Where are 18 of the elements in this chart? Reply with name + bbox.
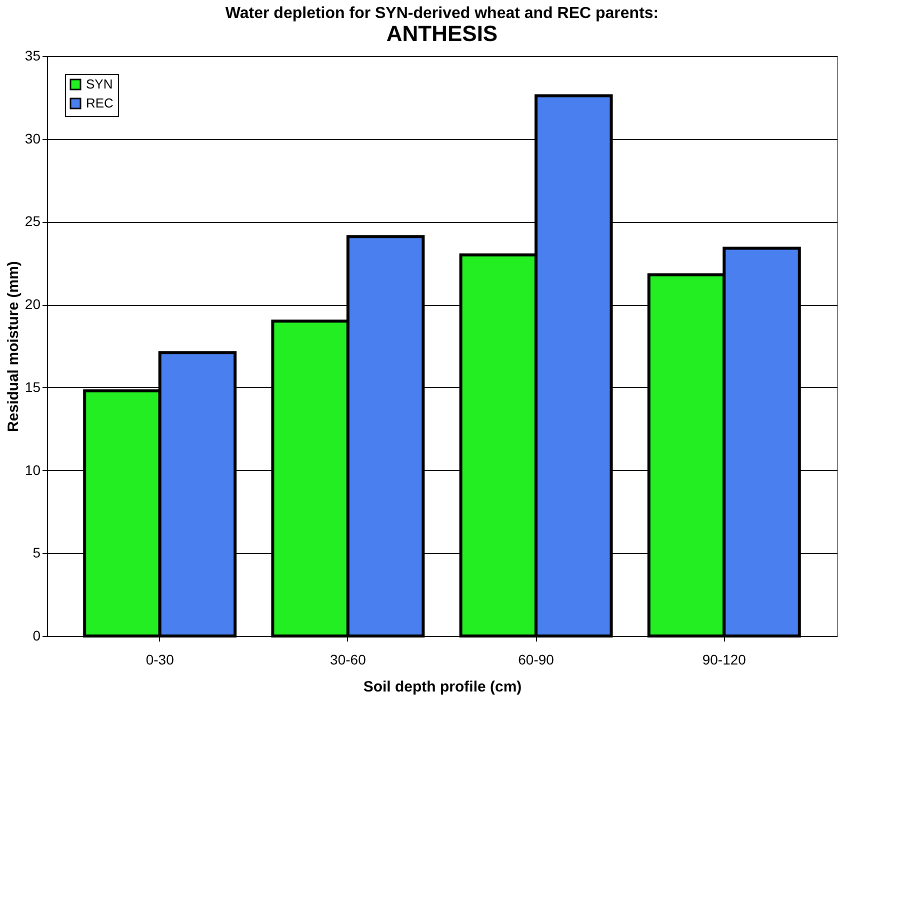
- y-axis-title: Residual moisture (mm): [4, 261, 22, 432]
- y-tick-label: 35: [24, 48, 41, 64]
- y-tick-label: 25: [24, 213, 41, 230]
- y-tick-label: 15: [24, 378, 41, 395]
- x-tick-label: 60-90: [518, 652, 554, 668]
- x-tick-label: 90-120: [702, 652, 746, 668]
- x-axis-title: Soil depth profile (cm): [363, 678, 522, 696]
- y-tick-label: 5: [32, 544, 41, 561]
- chart-subtitle: ANTHESIS: [386, 21, 498, 46]
- x-tick-label: 30-60: [330, 652, 366, 668]
- y-tick-label: 0: [32, 628, 41, 644]
- y-tick-label: 30: [24, 130, 41, 146]
- legend-label: REC: [86, 96, 114, 110]
- y-tick-label: 10: [24, 462, 41, 478]
- x-tick-label: 0-30: [146, 652, 174, 668]
- chart-title: Water depletion for SYN-derived wheat and REC parents:: [225, 5, 659, 22]
- legend-label: SYN: [86, 76, 113, 92]
- y-tick-label: 20: [24, 296, 41, 312]
